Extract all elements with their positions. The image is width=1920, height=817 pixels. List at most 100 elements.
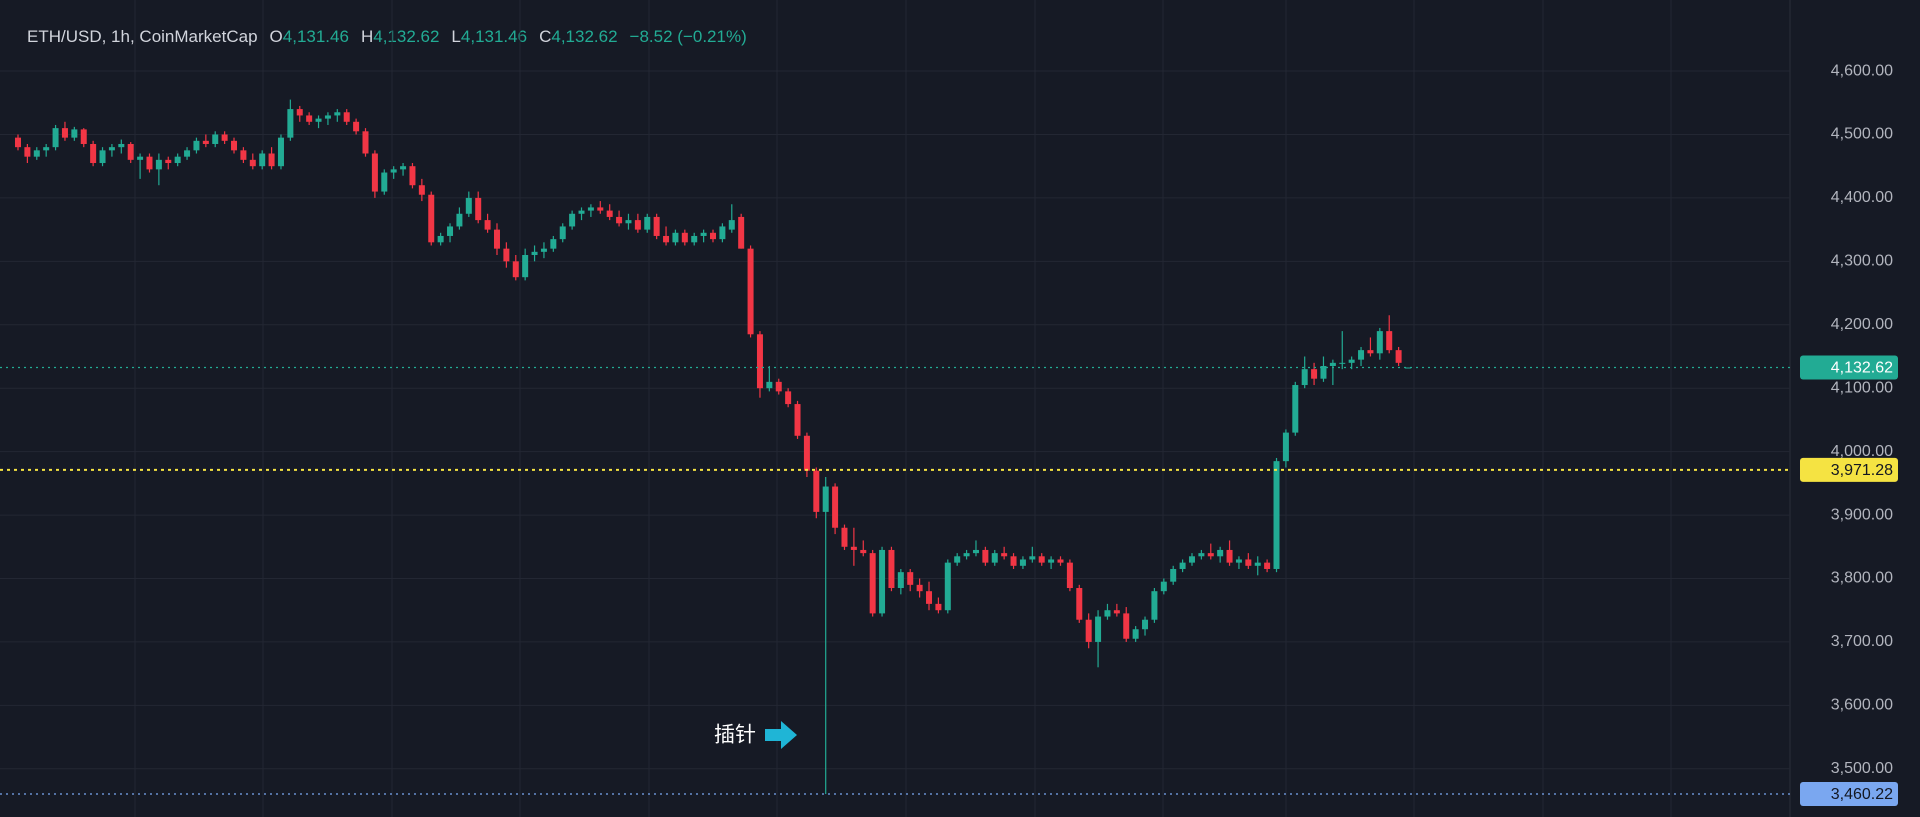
candle-body [1264,562,1271,569]
candle-body [1048,559,1055,563]
candle-body [1113,610,1120,614]
candle-body [944,562,951,611]
candle-body [315,118,322,122]
candle-body [625,220,632,224]
y-tick-label: 3,600.00 [1831,697,1893,714]
candle-body [137,156,144,160]
candle-body [982,549,989,563]
y-tick-label: 4,600.00 [1831,62,1893,79]
arrow [765,721,797,749]
candle-body [418,185,425,195]
candle-body [531,251,538,255]
price-label: 3,971.28 [1831,462,1893,479]
candle-body [447,226,454,236]
candle-body [860,549,867,554]
candle-body [1151,591,1158,620]
candle-body [381,172,388,192]
candle-body [99,150,106,164]
candle-body [1160,581,1167,592]
candle-body [681,232,688,243]
vertical-grid [134,0,1672,817]
candle-body [259,153,266,167]
open-value: 4,131.46 [282,27,349,46]
candle-body [634,220,641,230]
candle-body [907,572,914,585]
y-tick-label: 4,500.00 [1831,126,1893,143]
candle-body [24,147,31,157]
candle-body [963,553,970,557]
candle-body [362,131,369,154]
y-tick-label: 3,700.00 [1831,633,1893,650]
candle-body [80,129,87,144]
y-tick-label: 4,300.00 [1831,253,1893,270]
candle-body [616,216,623,224]
candle-body [371,153,378,192]
candle-body [719,226,726,240]
low-label: L [451,27,461,46]
candle-body [569,213,576,227]
candle-body [155,159,162,170]
candle-body [456,213,463,227]
candle-body [1198,553,1205,557]
candle-body [1132,629,1139,639]
candle-body [484,220,491,230]
candle-body [991,553,998,563]
price-label: 4,132.62 [1831,360,1893,377]
candle-body [879,549,886,614]
candle-body [766,381,773,389]
candle-body [606,210,613,217]
candle-body [1217,549,1224,557]
price-label-bg [1800,355,1898,380]
candle-body [850,546,857,550]
y-tick-label: 3,900.00 [1831,506,1893,523]
high-value: 4,132.62 [373,27,440,46]
candle-body [146,156,153,170]
y-tick-label: 3,800.00 [1831,570,1893,587]
candle-body [888,549,895,589]
candle-body [540,248,547,252]
y-tick-label: 4,200.00 [1831,316,1893,333]
high-label: H [360,27,374,46]
price-label-bg [1800,457,1898,482]
candle-body [1386,331,1393,351]
candle-body [1301,369,1308,386]
candle-body [1179,562,1186,569]
candle-body [1057,559,1064,563]
candle-body [306,115,313,122]
candle-body [174,156,181,164]
candle-body [663,235,670,243]
candle-body [240,150,247,160]
candle-body [672,232,679,243]
symbol: ETH/USD, 1h, CoinMarketCap [27,27,258,46]
candle-body [1311,369,1318,379]
candle-body [15,137,21,148]
candle-body [1076,588,1083,620]
candle-body [813,470,820,512]
candle-body [127,143,134,160]
candle-body [587,207,594,211]
candle-body [118,143,125,148]
candle-body [390,169,397,173]
candle-body [334,112,341,116]
candle-body [353,121,360,132]
candle-body [1085,619,1092,642]
candle-body [277,137,284,167]
candle-body [841,527,848,547]
candle-body [1104,610,1111,617]
candle-body [1010,556,1017,566]
candle-body [1095,616,1102,642]
candle-body [785,391,792,405]
candle-body [437,235,444,243]
candle-body [1245,559,1252,566]
candle-body [287,109,294,138]
candle-body [475,197,482,221]
candle-body [90,143,97,164]
candle-body [52,128,59,148]
candle-body [512,261,519,278]
header: ETH/USD, 1h, CoinMarketCap O 4,131.46 H 4,… [27,27,759,47]
candle-body [503,248,510,262]
price-label-bg [1800,782,1898,807]
open-label: O [269,27,283,46]
candle-body [493,229,500,249]
